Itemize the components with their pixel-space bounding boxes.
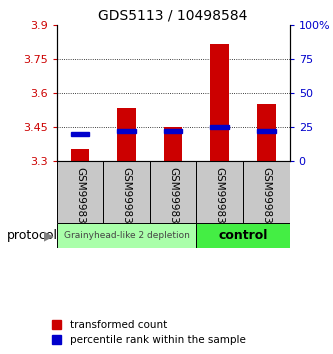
Bar — [57, 223, 196, 248]
Bar — [57, 161, 103, 223]
Bar — [117, 108, 136, 161]
Text: GSM999835: GSM999835 — [261, 167, 271, 231]
Bar — [210, 125, 229, 129]
Bar — [210, 44, 229, 161]
Text: ▶: ▶ — [44, 229, 53, 242]
Bar — [71, 149, 89, 161]
Text: GSM999833: GSM999833 — [168, 167, 178, 231]
Text: protocol: protocol — [7, 229, 58, 242]
Bar — [150, 161, 196, 223]
Bar — [164, 127, 182, 161]
Bar — [196, 161, 243, 223]
Bar — [196, 223, 290, 248]
Text: GSM999834: GSM999834 — [215, 167, 225, 231]
Bar — [117, 129, 136, 133]
Bar — [257, 129, 276, 133]
Bar — [243, 161, 290, 223]
Bar — [71, 132, 89, 136]
Bar — [257, 104, 276, 161]
Title: GDS5113 / 10498584: GDS5113 / 10498584 — [99, 8, 248, 22]
Text: GSM999831: GSM999831 — [75, 167, 85, 231]
Bar — [103, 161, 150, 223]
Bar — [164, 129, 182, 133]
Text: GSM999832: GSM999832 — [122, 167, 132, 231]
Text: Grainyhead-like 2 depletion: Grainyhead-like 2 depletion — [64, 231, 189, 240]
Legend: transformed count, percentile rank within the sample: transformed count, percentile rank withi… — [52, 320, 245, 345]
Text: control: control — [218, 229, 268, 242]
